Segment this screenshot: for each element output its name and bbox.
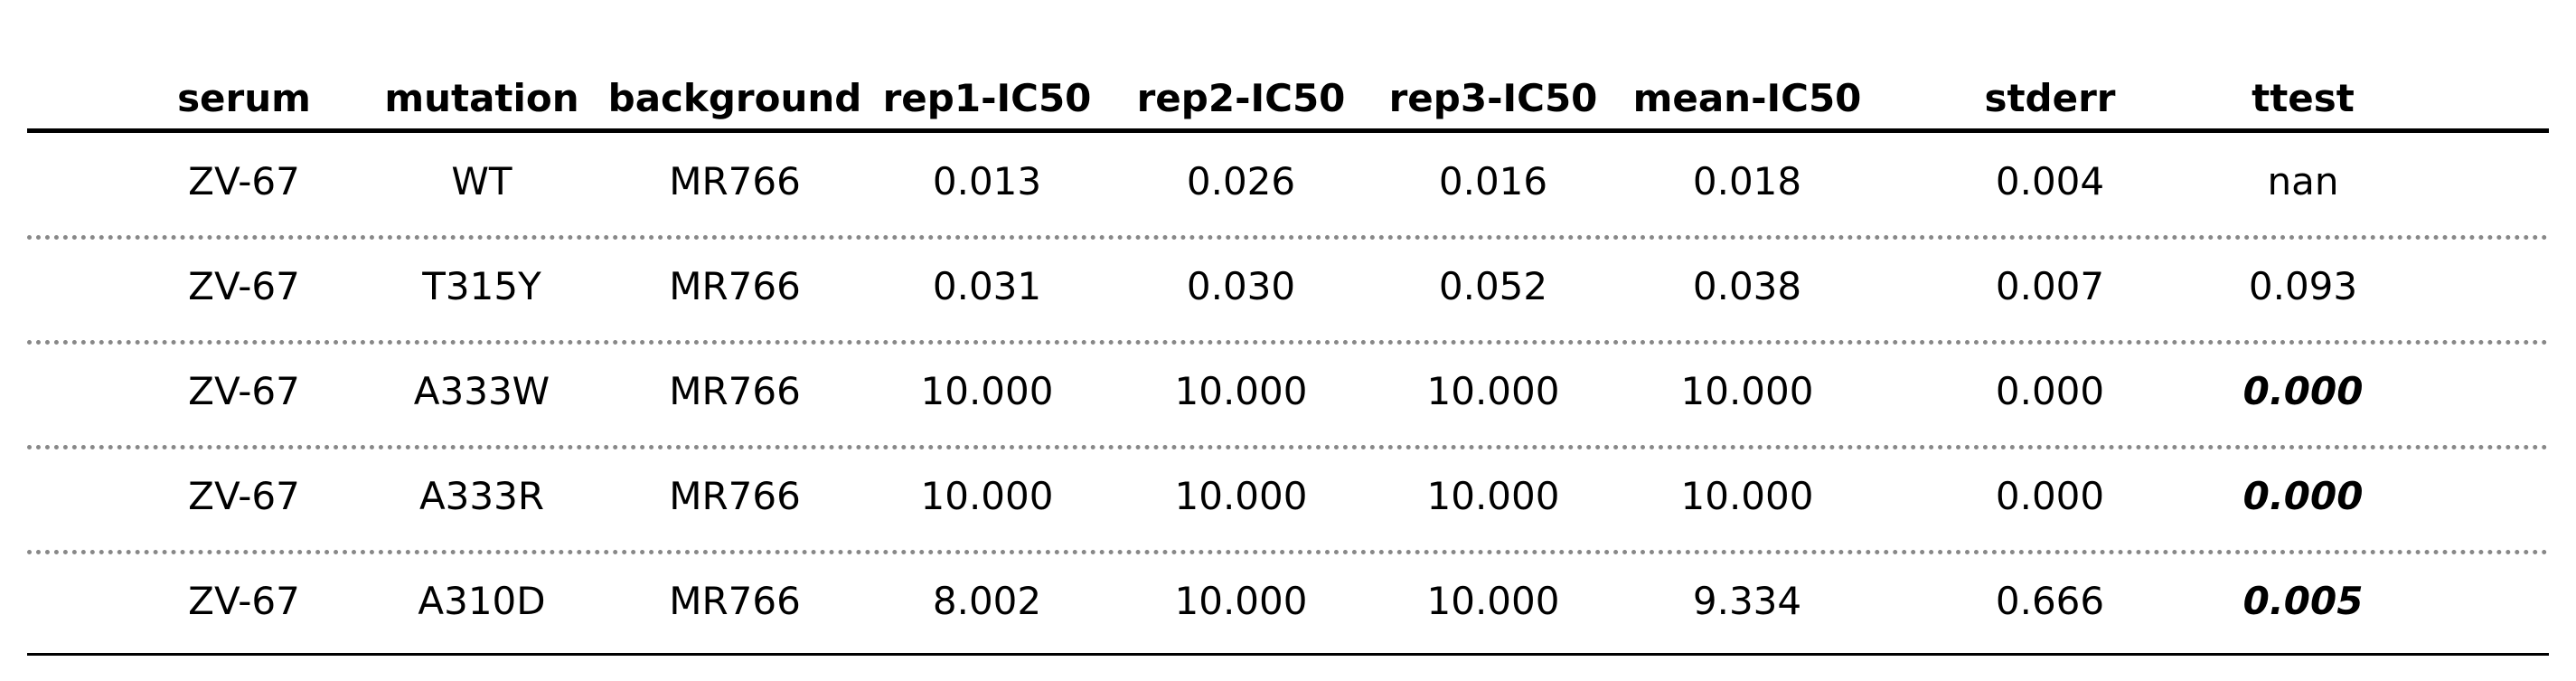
table-cell: 0.666 [1995, 579, 2105, 623]
table-cell: 0.000 [2242, 474, 2364, 518]
column-header-serum: serum [177, 76, 311, 120]
table-cell: 0.052 [1438, 264, 1548, 308]
column-header-rep2-ic50: rep2-IC50 [1136, 76, 1346, 120]
table-cell: 8.002 [932, 579, 1042, 623]
table-cell: 0.000 [1995, 474, 2105, 518]
column-header-rep1-ic50: rep1-IC50 [882, 76, 1092, 120]
table-cell: ZV-67 [188, 159, 300, 203]
table-cell: A333R [418, 474, 545, 518]
column-header-rep3-ic50: rep3-IC50 [1388, 76, 1598, 120]
column-header-mutation: mutation [384, 76, 579, 120]
table-cell: 10.000 [1426, 579, 1560, 623]
column-header-stderr: stderr [1984, 76, 2116, 120]
table-cell: ZV-67 [188, 369, 300, 413]
table-cell: 0.030 [1186, 264, 1296, 308]
column-header-background: background [607, 76, 862, 120]
table-cell: 0.005 [2242, 579, 2364, 623]
header-rule [27, 128, 2549, 133]
table-cell: 0.026 [1186, 159, 1296, 203]
row-separator [27, 550, 2549, 554]
bottom-rule [27, 653, 2549, 656]
table-cell: A333W [413, 369, 550, 413]
table-cell: 0.013 [932, 159, 1042, 203]
table-cell: ZV-67 [188, 579, 300, 623]
table-cell: 10.000 [1680, 369, 1814, 413]
row-separator [27, 445, 2549, 449]
table-cell: MR766 [669, 264, 801, 308]
table-cell: 10.000 [1426, 474, 1560, 518]
table-cell: 10.000 [1174, 579, 1308, 623]
table-cell: T315Y [422, 264, 541, 308]
table-cell: WT [451, 159, 512, 203]
table-cell: 0.018 [1692, 159, 1802, 203]
table-cell: 10.000 [1174, 474, 1308, 518]
table-cell: 0.038 [1692, 264, 1802, 308]
table-cell: 0.004 [1995, 159, 2105, 203]
table-cell: 10.000 [920, 369, 1054, 413]
column-header-ttest: ttest [2252, 76, 2355, 120]
table-cell: MR766 [669, 159, 801, 203]
table-cell: nan [2267, 159, 2339, 203]
table-cell: 10.000 [920, 474, 1054, 518]
table-cell: 10.000 [1680, 474, 1814, 518]
table-cell: MR766 [669, 579, 801, 623]
table-cell: ZV-67 [188, 264, 300, 308]
table-cell: A310D [418, 579, 546, 623]
table-cell: MR766 [669, 369, 801, 413]
table-cell: 0.093 [2248, 264, 2358, 308]
table-cell: MR766 [669, 474, 801, 518]
table-cell: 9.334 [1692, 579, 1802, 623]
table-cell: 0.031 [932, 264, 1042, 308]
table-cell: ZV-67 [188, 474, 300, 518]
table-cell: 0.016 [1438, 159, 1548, 203]
table-cell: 0.000 [2242, 369, 2364, 413]
table-cell: 10.000 [1426, 369, 1560, 413]
column-header-mean-ic50: mean-IC50 [1632, 76, 1862, 120]
row-separator [27, 235, 2549, 240]
row-separator [27, 340, 2549, 345]
table-cell: 0.000 [1995, 369, 2105, 413]
table-cell: 0.007 [1995, 264, 2105, 308]
table-cell: 10.000 [1174, 369, 1308, 413]
